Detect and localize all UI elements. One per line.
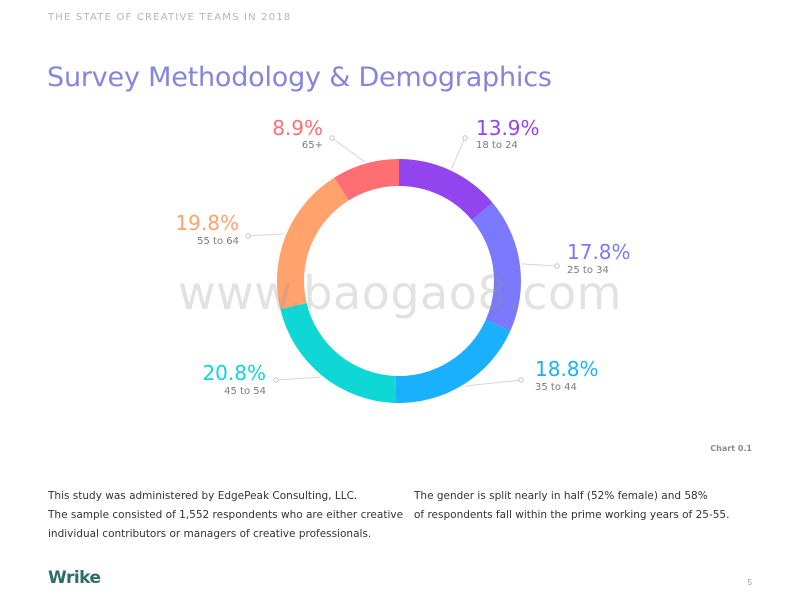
- slice-category-label: 65+: [302, 140, 323, 151]
- donut-slice-25-to-34: [471, 202, 521, 331]
- page-title: Survey Methodology & Demographics: [47, 62, 552, 93]
- slice-value-label: 20.8%: [202, 361, 266, 385]
- leader-dot: [518, 377, 524, 383]
- slice-value-label: 13.9%: [476, 116, 540, 140]
- slice-category-label: 55 to 64: [197, 236, 239, 247]
- leader-line: [450, 137, 466, 169]
- leader-line: [275, 376, 321, 381]
- leader-line: [331, 137, 366, 163]
- leader-line: [247, 233, 285, 237]
- leader-dot: [554, 263, 560, 269]
- donut-slice-35-to-44: [395, 319, 511, 403]
- slice-value-label: 17.8%: [567, 240, 631, 264]
- slice-category-label: 25 to 34: [567, 265, 609, 276]
- donut-slice-65: [334, 159, 399, 201]
- page-number: 5: [747, 578, 752, 587]
- watermark: www.baogao8.com: [178, 266, 622, 320]
- wrike-logo: Wrike: [48, 568, 101, 588]
- slice-value-label: 19.8%: [175, 211, 239, 235]
- chart-id-label: Chart 0.1: [710, 444, 752, 453]
- demographics-line: of respondents fall within the prime wor…: [414, 509, 730, 521]
- slice-category-label: 18 to 24: [476, 140, 518, 151]
- leader-dot: [329, 135, 335, 141]
- slice-value-label: 18.8%: [535, 357, 599, 381]
- slice-value-label: 8.9%: [272, 116, 323, 140]
- leader-dot: [245, 233, 251, 239]
- methodology-line: The sample consisted of 1,552 respondent…: [48, 509, 404, 521]
- demographics-text: The gender is split nearly in half (52% …: [414, 487, 729, 525]
- donut-slice-45-to-54: [280, 302, 397, 403]
- methodology-line: individual contributors or managers of c…: [48, 528, 372, 540]
- slice-category-label: 45 to 54: [224, 386, 266, 397]
- report-kicker: THE STATE OF CREATIVE TEAMS IN 2018: [48, 12, 292, 23]
- leader-dot: [462, 135, 468, 141]
- leader-line: [464, 379, 522, 387]
- donut-slice-55-to-64: [276, 177, 349, 310]
- methodology-text: This study was administered by EdgePeak …: [48, 487, 403, 544]
- leader-dot: [273, 377, 279, 383]
- donut-slice-18-to-24: [399, 159, 493, 220]
- methodology-line: This study was administered by EdgePeak …: [48, 490, 358, 502]
- slice-category-label: 35 to 44: [535, 382, 577, 393]
- leader-line: [521, 263, 558, 267]
- demographics-line: The gender is split nearly in half (52% …: [414, 490, 708, 502]
